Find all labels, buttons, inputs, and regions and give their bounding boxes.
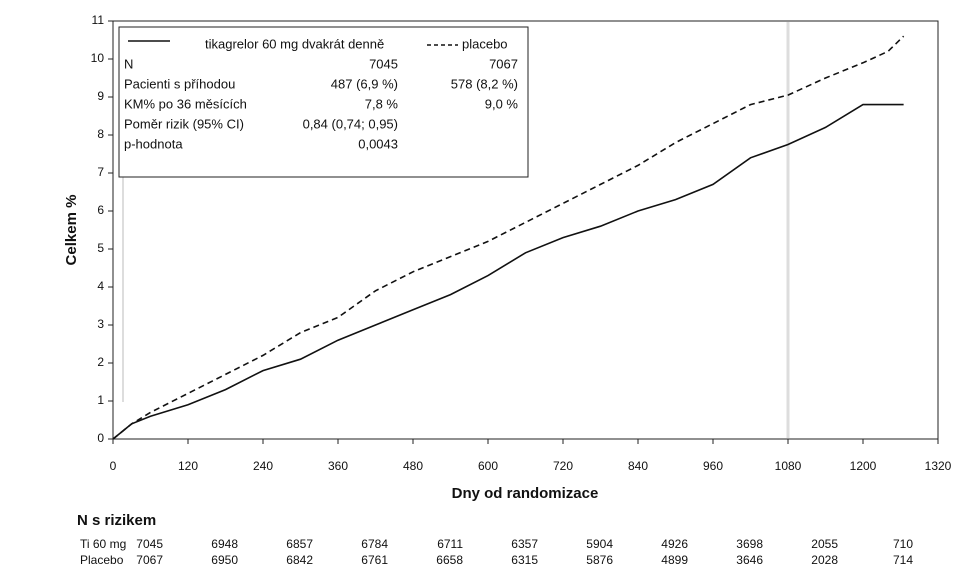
x-tick-label: 600 bbox=[478, 459, 498, 473]
at-risk-value: 6761 bbox=[361, 553, 388, 567]
at-risk-value: 6842 bbox=[286, 553, 313, 567]
stat-value: 578 (8,2 %) bbox=[451, 76, 518, 91]
at-risk-value: 4899 bbox=[661, 553, 688, 567]
x-tick-label: 720 bbox=[553, 459, 573, 473]
stat-label: p-hodnota bbox=[124, 136, 183, 151]
at-risk-value: 5876 bbox=[586, 553, 613, 567]
plot-frame bbox=[112, 20, 939, 440]
at-risk-value: 5904 bbox=[586, 537, 613, 551]
x-tick-label: 360 bbox=[328, 459, 348, 473]
x-tick-label: 240 bbox=[253, 459, 273, 473]
series-line bbox=[112, 35, 905, 440]
at-risk-value: 7045 bbox=[136, 537, 163, 551]
stat-value: 7,8 % bbox=[365, 96, 399, 111]
at-risk-name: Placebo bbox=[80, 553, 124, 567]
stat-label: KM% po 36 měsících bbox=[124, 96, 247, 111]
y-tick-label: 1 bbox=[97, 393, 104, 407]
stat-label: Pacienti s příhodou bbox=[124, 76, 235, 91]
at-risk-value: 3646 bbox=[736, 553, 763, 567]
y-tick-label: 2 bbox=[97, 355, 104, 369]
x-tick-label: 120 bbox=[178, 459, 198, 473]
at-risk-value: 6357 bbox=[511, 537, 538, 551]
stat-value: 7067 bbox=[489, 56, 518, 71]
y-tick-label: 10 bbox=[91, 51, 105, 65]
series-line bbox=[112, 103, 904, 440]
at-risk-value: 3698 bbox=[736, 537, 763, 551]
at-risk-value: 7067 bbox=[136, 553, 163, 567]
at-risk-value: 6950 bbox=[211, 553, 238, 567]
y-tick-label: 3 bbox=[97, 317, 104, 331]
y-tick-label: 6 bbox=[97, 203, 104, 217]
stat-value: 0,84 (0,74; 0,95) bbox=[303, 116, 398, 131]
at-risk-title: N s rizikem bbox=[77, 512, 156, 529]
stat-value: 9,0 % bbox=[485, 96, 519, 111]
at-risk-value: 2055 bbox=[811, 537, 838, 551]
at-risk-name: Ti 60 mg bbox=[80, 537, 126, 551]
at-risk-value: 6784 bbox=[361, 537, 388, 551]
at-risk-value: 6857 bbox=[286, 537, 313, 551]
at-risk-value: 714 bbox=[893, 553, 913, 567]
y-tick-label: 5 bbox=[97, 241, 104, 255]
at-risk-value: 4926 bbox=[661, 537, 688, 551]
y-axis-label: Celkem % bbox=[63, 195, 80, 266]
stat-label: Poměr rizik (95% CI) bbox=[124, 116, 244, 131]
at-risk-value: 6658 bbox=[436, 553, 463, 567]
x-axis-label: Dny od randomizace bbox=[452, 485, 599, 502]
y-tick-label: 11 bbox=[92, 13, 105, 27]
y-tick-label: 9 bbox=[97, 89, 104, 103]
y-tick-label: 8 bbox=[97, 127, 104, 141]
x-tick-label: 840 bbox=[628, 459, 648, 473]
y-tick-label: 0 bbox=[97, 431, 104, 445]
y-tick-label: 7 bbox=[97, 165, 104, 179]
at-risk-value: 710 bbox=[893, 537, 913, 551]
legend-box bbox=[118, 26, 529, 178]
x-tick-label: 480 bbox=[403, 459, 423, 473]
stat-value: 487 (6,9 %) bbox=[331, 76, 398, 91]
x-tick-label: 1080 bbox=[775, 459, 802, 473]
legend-label: placebo bbox=[462, 36, 508, 51]
x-tick-label: 1320 bbox=[925, 459, 952, 473]
at-risk-value: 6315 bbox=[511, 553, 538, 567]
at-risk-value: 2028 bbox=[811, 553, 838, 567]
stat-label: N bbox=[124, 56, 133, 71]
at-risk-value: 6948 bbox=[211, 537, 238, 551]
stat-value: 7045 bbox=[369, 56, 398, 71]
x-tick-label: 0 bbox=[110, 459, 117, 473]
x-tick-label: 1200 bbox=[850, 459, 877, 473]
legend-label: tikagrelor 60 mg dvakrát denně bbox=[205, 36, 384, 51]
stat-value: 0,0043 bbox=[358, 136, 398, 151]
at-risk-value: 6711 bbox=[437, 537, 463, 551]
y-tick-label: 4 bbox=[97, 279, 104, 293]
x-tick-label: 960 bbox=[703, 459, 723, 473]
